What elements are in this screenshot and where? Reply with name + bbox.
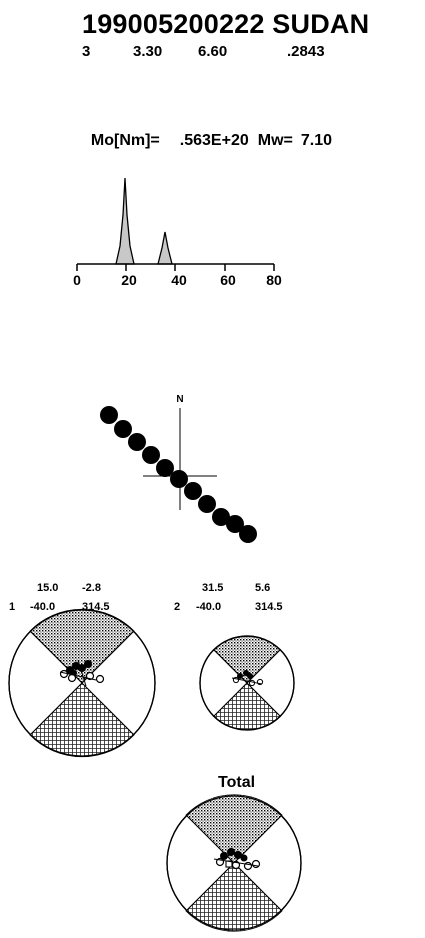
subevent-1-depth: -40.0 [30, 601, 56, 613]
map-dot [170, 470, 188, 488]
mw-value: 7.10 [300, 132, 332, 149]
polarity-marks [59, 659, 105, 687]
map-dot [212, 508, 230, 526]
stf-tick-label-60: 60 [220, 272, 236, 288]
map-dot [128, 433, 146, 451]
subevent-1-index: 1 [9, 601, 16, 613]
focal-mechanism-2 [199, 635, 295, 731]
subevent-2-distance: 5.6 [255, 582, 271, 594]
subevent-1-time: 15.0 [37, 582, 59, 594]
focal-mechanism-total [166, 794, 302, 932]
map-dot [156, 459, 174, 477]
param-count: 3 [82, 43, 91, 60]
focal-mechanism-1 [8, 608, 156, 758]
subevent-1-strike: 314.5 [82, 601, 110, 613]
subevent-2-depth: -40.0 [196, 601, 222, 613]
stf-tick-label-80: 80 [266, 272, 282, 288]
map-dot [184, 482, 202, 500]
total-label: Total [218, 774, 256, 791]
map-dot [142, 446, 160, 464]
mw-label: Mw= [257, 132, 293, 149]
param-value-3: .2843 [287, 43, 325, 60]
polarity-marks [231, 670, 264, 687]
param-value-1: 3.30 [133, 43, 163, 60]
stf-tick-label-0: 0 [73, 272, 81, 288]
source-time-function: 0 20 40 60 80 [73, 177, 282, 288]
stf-tick-label-20: 20 [121, 272, 137, 288]
map-dot [100, 406, 118, 424]
subevent-1-distance: -2.8 [82, 582, 101, 594]
moment-line: Mo[Nm]= .563E+20 Mw= 7.10 [82, 117, 332, 149]
event-title: 199005200222 SUDAN [82, 9, 370, 39]
stf-peak-1 [115, 177, 135, 265]
map-dot [226, 515, 244, 533]
map-dot [239, 525, 257, 543]
moment-value: .563E+20 [179, 132, 249, 149]
north-label: N [176, 394, 183, 405]
map-dot [198, 495, 216, 513]
subevent-2-time: 31.5 [202, 582, 224, 594]
subevent-2-index: 2 [174, 601, 181, 613]
polarity-marks [213, 848, 261, 871]
rupture-map: N [100, 394, 257, 543]
subevent-dots [100, 406, 257, 543]
map-dot [114, 420, 132, 438]
subevent-2-strike: 314.5 [255, 601, 283, 613]
stf-peak-2 [157, 231, 173, 265]
stf-tick-label-40: 40 [171, 272, 187, 288]
moment-label: Mo[Nm]= [90, 132, 160, 149]
param-value-2: 6.60 [198, 43, 228, 60]
